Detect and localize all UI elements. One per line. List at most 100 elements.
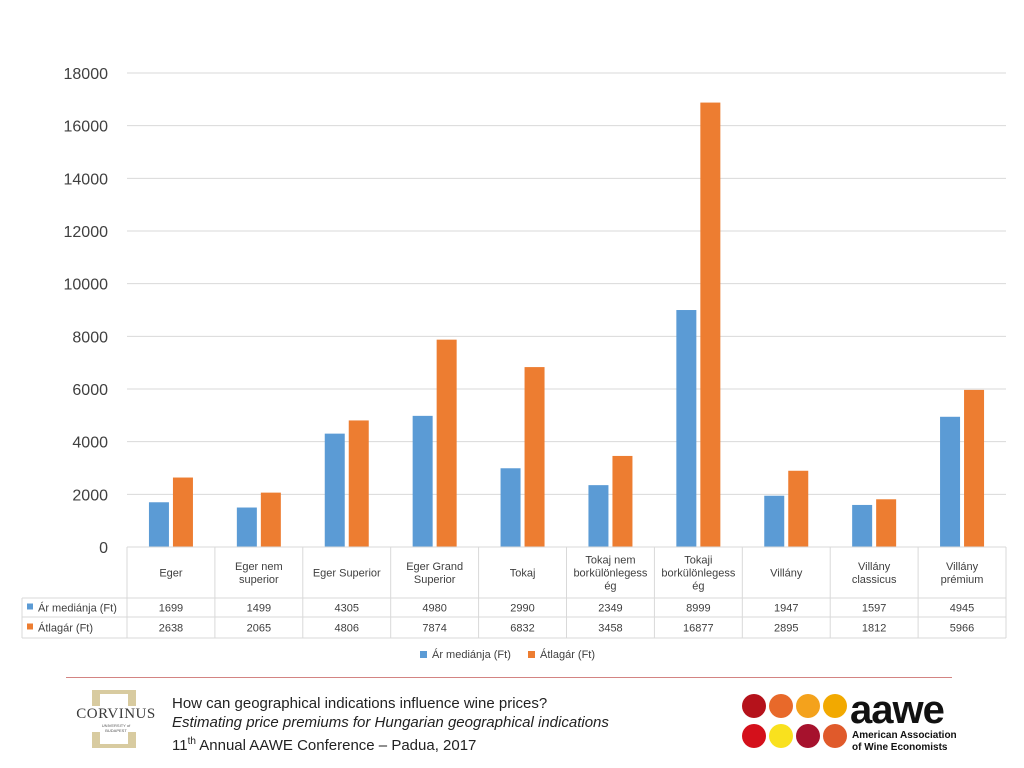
category-label-line: Eger nem — [235, 561, 283, 573]
bar-average — [876, 499, 897, 547]
category-label-line: Tokaj nem — [585, 555, 635, 567]
legend-label: Ár mediánja (Ft) — [432, 648, 511, 661]
series-row-label: Átlagár (Ft) — [38, 622, 93, 635]
category-label-line: Tokaji — [684, 555, 712, 567]
bar-median — [852, 504, 873, 547]
bar-median — [676, 310, 697, 547]
footer-line-2: Estimating price premiums for Hungarian … — [172, 714, 609, 731]
table-value: 16877 — [683, 623, 714, 635]
aawe-subtitle: American Association of Wine Economists — [852, 730, 957, 754]
table-value: 5966 — [950, 623, 974, 635]
data-table: Eger Eger nem superior Eger Superior Eger Gr… — [21, 546, 1007, 639]
category-label-line: superior — [239, 574, 279, 586]
aawe-dot — [769, 724, 793, 748]
grouped-bar-chart: 0 2000 4000 6000 8000 10000 12000 14000 16000 180… — [21, 66, 1007, 661]
bar-average — [612, 455, 633, 547]
bar-median — [324, 433, 345, 547]
table-value: 1812 — [862, 623, 886, 635]
category-label: Villány prémium — [941, 561, 984, 586]
y-tick-label: 6000 — [72, 382, 108, 399]
bar-median — [764, 495, 785, 547]
footer-line-1: How can geographical indications influen… — [172, 695, 548, 712]
category-label: Eger Superior — [313, 568, 381, 580]
table-value: 2065 — [247, 623, 271, 635]
series-key-swatch — [27, 603, 33, 610]
table-value: 8999 — [686, 603, 710, 615]
table-value: 2638 — [159, 623, 183, 635]
aawe-dot — [796, 694, 820, 718]
category-label-line: Tokaj — [510, 568, 536, 580]
category-label: Villány classicus — [852, 561, 897, 586]
table-value: 1597 — [862, 603, 886, 615]
table-value: 2990 — [510, 603, 534, 615]
table-value: 2349 — [598, 603, 622, 615]
category-label-line: ég — [604, 581, 616, 593]
table-value: 4305 — [335, 603, 359, 615]
footer-text: How can geographical indications influen… — [172, 694, 609, 755]
y-tick-label: 8000 — [72, 329, 108, 346]
y-tick-label: 14000 — [64, 171, 109, 188]
category-label-line: Superior — [414, 574, 456, 586]
bar-median — [588, 485, 609, 547]
table-value: 3458 — [598, 623, 622, 635]
category-label-line: Eger Superior — [313, 568, 381, 580]
bar-median — [500, 468, 521, 547]
table-value: 4980 — [422, 603, 446, 615]
category-label-line: borkülönlegess — [573, 568, 647, 580]
category-label: Villány — [770, 568, 803, 580]
legend-swatch — [528, 651, 535, 658]
category-label: Eger — [159, 568, 183, 580]
category-label: Tokaj — [510, 568, 536, 580]
footer-divider — [66, 677, 952, 678]
legend-swatch — [420, 651, 427, 658]
category-label-line: classicus — [852, 574, 897, 586]
category-label-line: Villány — [946, 561, 979, 573]
conference-name: Annual AAWE Conference – Padua, 2017 — [195, 737, 477, 754]
category-label: Tokaj nem borkülönlegess ég — [573, 555, 647, 593]
corvinus-subtitle: UNIVERSITY of BUDAPEST — [101, 723, 131, 733]
aawe-subtitle-line-2: of Wine Economists — [852, 742, 948, 753]
table-value: 2895 — [774, 623, 798, 635]
table-value: 7874 — [422, 623, 446, 635]
aawe-subtitle-line-1: American Association — [852, 730, 957, 741]
y-axis-tick-labels: 0 2000 4000 6000 8000 10000 12000 14000 16000 180… — [64, 66, 109, 557]
bar-median — [148, 502, 169, 547]
table-value: 1947 — [774, 603, 798, 615]
aawe-dot — [742, 694, 766, 718]
corvinus-wordmark: CORVINUS — [76, 706, 156, 722]
bar-average — [788, 470, 809, 547]
legend-label: Átlagár (Ft) — [540, 648, 595, 661]
bar-average — [964, 389, 985, 547]
bar-median — [412, 415, 433, 547]
category-label-line: ég — [692, 581, 704, 593]
category-label-line: Villány — [770, 568, 803, 580]
gridlines — [127, 72, 1006, 548]
aawe-wordmark: aawe — [850, 688, 945, 732]
category-label: Tokaji borkülönlegess ég — [661, 555, 735, 593]
bar-average — [260, 492, 281, 547]
aawe-dot — [823, 724, 847, 748]
bar-average — [700, 102, 721, 548]
footer-line-3: 11th Annual AAWE Conference – Padua, 201… — [172, 732, 609, 755]
y-tick-label: 10000 — [64, 277, 109, 294]
bar-average — [172, 477, 193, 547]
y-tick-label: 2000 — [72, 487, 108, 504]
y-tick-label: 18000 — [64, 66, 109, 83]
y-tick-label: 16000 — [64, 119, 109, 136]
table-value: 4945 — [950, 603, 974, 615]
bars — [148, 102, 985, 548]
y-tick-label: 12000 — [64, 224, 109, 241]
aawe-dot — [823, 694, 847, 718]
conference-number: 11 — [172, 737, 188, 754]
bar-median — [940, 416, 961, 547]
y-tick-label: 0 — [99, 540, 108, 557]
bar-median — [236, 507, 257, 547]
category-label: Eger Grand Superior — [406, 561, 463, 586]
aawe-dot — [796, 724, 820, 748]
conference-ordinal: th — [187, 736, 196, 747]
table-value: 1699 — [159, 603, 183, 615]
bar-average — [436, 339, 457, 547]
legend: Ár mediánja (Ft) Átlagár (Ft) — [420, 648, 595, 661]
category-label-line: prémium — [941, 574, 984, 586]
bar-average — [348, 420, 369, 547]
